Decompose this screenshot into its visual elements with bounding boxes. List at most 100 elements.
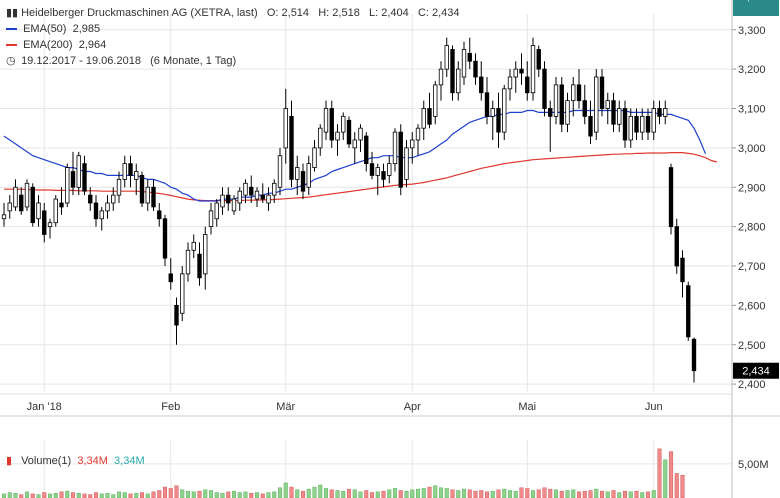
candle-body (496, 108, 501, 133)
candle-body (387, 163, 392, 176)
candle-body (30, 186, 35, 224)
candle-body (168, 273, 173, 283)
candle-body (410, 139, 415, 149)
candle-body (433, 84, 438, 117)
candle (111, 187, 116, 211)
candle-body (369, 163, 375, 176)
volume-bar (76, 492, 81, 498)
candle-body (65, 167, 70, 204)
candle-body (139, 175, 145, 204)
candle (645, 108, 651, 140)
volume-bar (59, 491, 64, 498)
candle (674, 218, 679, 274)
volume-bar (7, 492, 12, 498)
volume-bar (266, 492, 271, 498)
chart-header: ▮▮ Heidelberger Druckmaschinen AG (XETRA… (6, 6, 460, 20)
volume-bar (628, 491, 633, 498)
candle (300, 163, 306, 200)
volume-bar (272, 491, 277, 498)
volume-tick-label: 5,00M (738, 459, 769, 471)
candle (197, 242, 202, 286)
period-range: 19.12.2017 - 19.06.2018 (21, 55, 141, 67)
candle-body (622, 108, 628, 141)
candle (657, 100, 662, 125)
candle-body (312, 147, 317, 168)
volume-bar (19, 494, 24, 498)
candle (490, 100, 495, 140)
candle (168, 258, 173, 290)
candle-body (657, 108, 662, 117)
candle (467, 37, 472, 70)
candle (456, 61, 461, 101)
candle (88, 187, 93, 211)
candle-body (565, 100, 570, 125)
candle-body (686, 285, 691, 338)
candle-body (122, 163, 127, 180)
candle-body (461, 49, 467, 78)
candle-body (444, 45, 449, 70)
candle-body (358, 127, 363, 141)
candle (151, 179, 156, 211)
candle-body (502, 88, 507, 133)
candle (369, 151, 375, 180)
candle (329, 100, 334, 148)
volume-bar (640, 492, 645, 498)
candle (323, 100, 329, 140)
volume-bar (99, 493, 104, 498)
candle (513, 61, 518, 93)
candle (381, 163, 386, 188)
volume-bar (461, 488, 467, 498)
ema200-legend[interactable]: EMA(200) 2,964 (6, 38, 106, 52)
candle (450, 45, 455, 101)
candle-body (611, 100, 616, 125)
candle (364, 132, 369, 172)
bar-chart-icon: ▮ (6, 455, 13, 467)
candle (105, 195, 110, 219)
candle-body (530, 45, 536, 94)
candle (306, 155, 311, 196)
candle-body (260, 194, 265, 200)
y-tick-label: 2,900 (738, 182, 766, 194)
volume-bar (346, 488, 352, 498)
candle (76, 151, 81, 196)
candle-body (220, 194, 225, 208)
volume-bar (674, 473, 679, 498)
candle (243, 179, 248, 203)
volume-bar (105, 492, 110, 498)
volume-bar (197, 490, 202, 498)
volume-bar (588, 490, 593, 498)
candle (174, 297, 179, 345)
candle-body (427, 108, 432, 125)
volume-bar (122, 492, 127, 498)
x-tick-label: Jan '18 (27, 401, 62, 413)
candle (484, 77, 490, 125)
volume-bar (295, 489, 300, 498)
ema200-swatch (6, 44, 17, 47)
volume-bar (116, 491, 122, 498)
volume-label: Volume(1) (21, 455, 72, 467)
volume-bar (369, 492, 375, 498)
candle (473, 53, 478, 85)
y-tick-label: 2,400 (738, 379, 766, 391)
candle (208, 203, 214, 235)
candle-body (456, 68, 461, 94)
candle (19, 187, 24, 215)
candle (496, 92, 501, 148)
candle (134, 163, 139, 196)
close-label: C: (417, 7, 429, 19)
candle (438, 61, 444, 101)
ema50-legend[interactable]: EMA(50) 2,985 (6, 22, 100, 36)
candle-body (381, 171, 386, 180)
volume-bar (139, 492, 145, 498)
candle-body (128, 163, 133, 176)
candle-body (93, 202, 99, 220)
candle (7, 195, 12, 219)
y-tick-label: 3,100 (738, 104, 766, 116)
candle-body (82, 163, 87, 192)
candle (686, 281, 691, 341)
candle (571, 77, 576, 117)
volume-value-teal: 3,34M (114, 455, 145, 467)
badges: 2,434 3,34M (733, 0, 779, 379)
candle (358, 124, 363, 152)
